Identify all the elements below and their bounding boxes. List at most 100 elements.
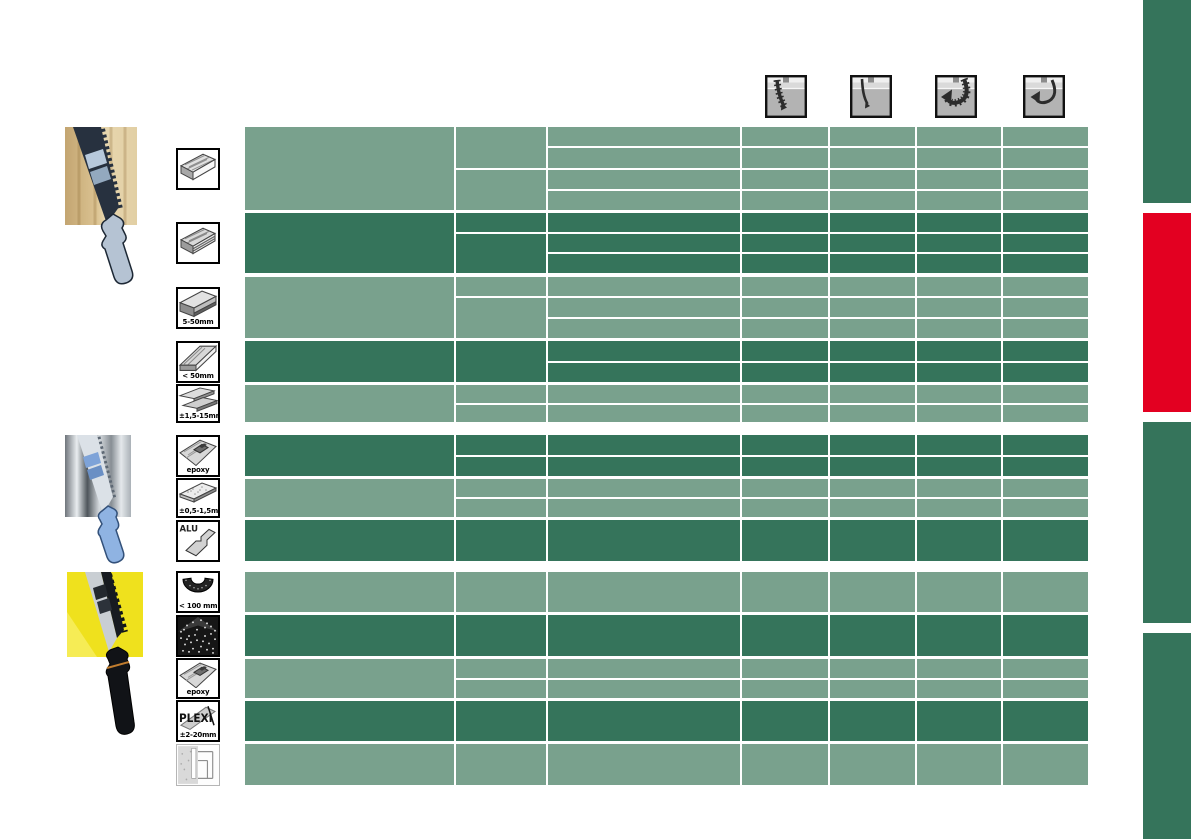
description-cell <box>245 277 454 338</box>
value-cell <box>1003 456 1088 476</box>
value-cell <box>917 479 1001 497</box>
description-cell <box>245 659 454 698</box>
value-cell <box>830 404 915 422</box>
material-icon-label: ±0,5-1,5mm <box>179 507 219 516</box>
value-cell <box>917 298 1001 317</box>
value-cell <box>548 615 740 656</box>
value-cell <box>830 254 915 273</box>
type-cell <box>456 169 546 210</box>
value-cell <box>830 233 915 253</box>
value-cell <box>917 148 1001 168</box>
side-tab-green-1 <box>1143 0 1191 203</box>
value-cell <box>1003 435 1088 455</box>
material-icon-label: epoxy <box>179 466 217 475</box>
description-cell <box>245 520 454 561</box>
table-block-10 <box>245 615 1088 656</box>
value-cell <box>548 233 740 253</box>
value-cell <box>548 190 740 210</box>
value-cell <box>917 679 1001 698</box>
curve-fine-cut-icon <box>1023 75 1065 118</box>
value-cell <box>1003 319 1088 338</box>
value-cell <box>1003 277 1088 296</box>
value-cell <box>548 659 740 678</box>
type-cell <box>456 341 546 382</box>
svg-text:ALU: ALU <box>180 524 199 534</box>
value-cell <box>548 479 740 497</box>
table-block-12 <box>245 701 1088 741</box>
table-block-8 <box>245 520 1088 561</box>
epoxy-profile-icon: epoxy <box>176 435 220 477</box>
value-cell <box>1003 127 1088 147</box>
value-cell <box>1003 254 1088 273</box>
value-cell <box>742 169 828 189</box>
value-cell <box>917 213 1001 232</box>
value-cell <box>1003 679 1088 698</box>
description-cell <box>245 744 454 785</box>
value-cell <box>548 572 740 612</box>
value-cell <box>548 679 740 698</box>
type-cell <box>456 385 546 403</box>
type-cell <box>456 520 546 561</box>
straight-coarse-cut-icon <box>765 75 807 118</box>
value-cell <box>830 572 915 612</box>
material-icon-label: epoxy <box>179 688 217 697</box>
value-cell <box>548 213 740 232</box>
description-cell <box>245 127 454 210</box>
type-cell <box>456 479 546 497</box>
type-cell <box>456 127 546 168</box>
table-block-13 <box>245 744 1088 785</box>
value-cell <box>830 659 915 678</box>
value-cell <box>742 679 828 698</box>
value-cell <box>917 385 1001 403</box>
straight-fine-cut-icon <box>850 75 892 118</box>
material-icon-label: < 100 mm <box>179 602 218 611</box>
aluminium-profile-icon: ALU <box>176 520 220 562</box>
softwood-board-icon: < 50mm <box>176 341 220 383</box>
type-cell <box>456 659 546 678</box>
value-cell <box>830 385 915 403</box>
thin-boards-icon: ±1,5-15mm <box>176 384 220 423</box>
side-tab-green-2 <box>1143 422 1191 623</box>
description-cell <box>245 479 454 517</box>
laminated-board-icon <box>176 222 220 264</box>
value-cell <box>1003 520 1088 561</box>
value-cell <box>742 319 828 338</box>
description-cell <box>245 213 454 273</box>
value-cell <box>1003 213 1088 232</box>
flush-cut-icon <box>176 744 220 786</box>
value-cell <box>742 385 828 403</box>
epoxy-profile-icon-2: epoxy <box>176 658 220 699</box>
value-cell <box>742 190 828 210</box>
description-cell <box>245 701 454 741</box>
value-cell <box>1003 615 1088 656</box>
thin-sheet-metal-icon: ±0,5-1,5mm <box>176 478 220 518</box>
value-cell <box>742 404 828 422</box>
description-cell <box>245 572 454 612</box>
value-cell <box>1003 479 1088 497</box>
value-cell <box>917 615 1001 656</box>
value-cell <box>830 744 915 785</box>
value-cell <box>1003 298 1088 317</box>
value-cell <box>742 127 828 147</box>
value-cell <box>742 233 828 253</box>
curve-coarse-cut-icon <box>935 75 977 118</box>
table-block-7 <box>245 479 1088 517</box>
value-cell <box>1003 499 1088 517</box>
value-cell <box>830 169 915 189</box>
value-cell <box>830 479 915 497</box>
plexiglas-icon: PLEXI ±2-20mm <box>176 700 220 742</box>
type-cell <box>456 233 546 273</box>
value-cell <box>548 385 740 403</box>
value-cell <box>830 277 915 296</box>
material-icon-label: ±2-20mm <box>179 731 217 740</box>
value-cell <box>830 435 915 455</box>
value-cell <box>548 169 740 189</box>
value-cell <box>742 499 828 517</box>
value-cell <box>917 127 1001 147</box>
value-cell <box>1003 385 1088 403</box>
table-block-11 <box>245 659 1088 698</box>
value-cell <box>917 520 1001 561</box>
value-cell <box>917 233 1001 253</box>
value-cell <box>917 744 1001 785</box>
value-cell <box>742 744 828 785</box>
